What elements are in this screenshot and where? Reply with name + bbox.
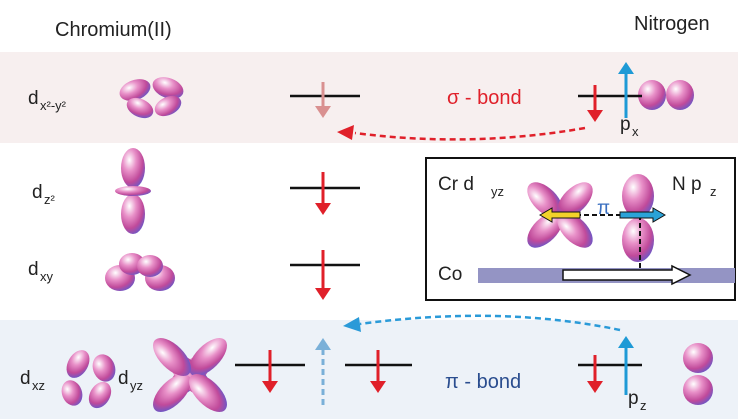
nitrogen-label: Nitrogen (634, 13, 710, 35)
spin-arrowhead (315, 203, 331, 215)
orbital-sub: z² (44, 192, 56, 207)
spin-arrowhead (315, 288, 331, 300)
orbital-label: d (118, 368, 129, 389)
inset-n-label: N p (672, 174, 702, 195)
orbital-lobe (666, 80, 694, 110)
p-orbital-sub: x (632, 124, 639, 139)
orbital-label: d (28, 259, 39, 280)
orbital-lobe (683, 343, 713, 373)
orbital-torus (115, 186, 151, 196)
orbital-sub: xz (32, 378, 45, 393)
inset-cr-label: Cr d (438, 174, 474, 195)
inset-cr-sub: yz (491, 184, 504, 199)
orbital-lobe (121, 148, 145, 188)
pi-bond-label: π - bond (445, 371, 521, 393)
orbital-lobe (622, 218, 654, 262)
chromium-label: Chromium(II) (55, 19, 172, 41)
orbital-sub: xy (40, 269, 54, 284)
orbital-lobe (683, 375, 713, 405)
orbital-lobe (638, 80, 666, 110)
p-orbital-sub: z (640, 398, 647, 413)
inset-n-sub: z (710, 184, 717, 199)
orbital-label: d (32, 182, 43, 203)
sigma-bond-label: σ - bond (447, 87, 522, 109)
orbital-sub: yz (130, 378, 143, 393)
p-orbital-label: p (628, 388, 639, 409)
orbital-lobe (137, 255, 163, 277)
orbital-lobe (622, 174, 654, 218)
orbital-label: d (28, 88, 39, 109)
orbital-label: d (20, 368, 31, 389)
orbital-sub: x²-y² (40, 98, 67, 113)
diagram: Chromium(II) Nitrogen d x²-y² d z² d xy … (0, 0, 738, 419)
inset-co-label: Co (438, 264, 462, 285)
orbital-lobe (121, 194, 145, 234)
